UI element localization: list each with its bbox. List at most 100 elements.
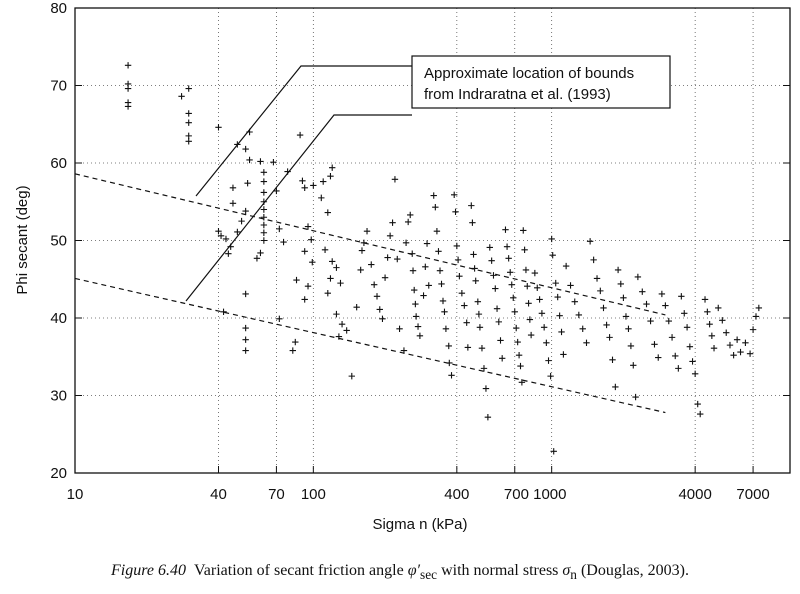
data-point: [438, 280, 445, 288]
data-point: [394, 255, 401, 263]
data-point: [260, 206, 268, 213]
data-point: [575, 311, 583, 319]
data-point: [543, 339, 550, 346]
data-point: [407, 211, 414, 219]
data-point: [337, 279, 344, 287]
data-point: [486, 244, 493, 251]
data-point: [229, 200, 237, 207]
bound-lines: [74, 173, 666, 414]
data-point: [276, 225, 283, 233]
data-point: [522, 266, 530, 274]
data-point: [536, 296, 543, 303]
data-point: [435, 248, 442, 255]
data-point: [597, 287, 604, 295]
data-point: [630, 362, 637, 369]
data-point: [723, 329, 730, 336]
data-point: [665, 317, 672, 325]
data-point: [461, 302, 468, 309]
data-point: [468, 202, 475, 209]
data-point: [632, 393, 639, 401]
data-point: [639, 288, 646, 295]
data-point: [452, 208, 459, 216]
data-point: [694, 400, 701, 408]
data-point: [301, 296, 308, 303]
data-point: [396, 325, 403, 333]
data-point: [436, 267, 444, 274]
y-tick-label: 50: [50, 233, 67, 250]
data-point: [178, 93, 185, 100]
data-point: [579, 325, 586, 333]
data-point: [124, 62, 132, 69]
data-point: [381, 274, 389, 281]
data-point: [647, 317, 654, 325]
data-point: [593, 275, 601, 282]
data-point: [558, 328, 565, 336]
data-point: [324, 209, 331, 216]
data-point: [280, 238, 287, 246]
annotation-box: [411, 55, 671, 109]
data-point: [319, 178, 327, 185]
y-tick-label: 80: [50, 0, 67, 17]
data-point: [309, 259, 316, 266]
data-point: [409, 250, 416, 257]
data-point: [448, 372, 455, 379]
data-point: [423, 240, 431, 247]
data-point: [185, 138, 192, 145]
data-point: [507, 269, 514, 276]
data-point: [488, 257, 495, 264]
data-point: [370, 281, 378, 288]
data-point: [548, 235, 555, 243]
data-point: [586, 238, 594, 245]
caption-sigma-subscript: n: [570, 567, 577, 583]
data-point: [368, 261, 375, 268]
data-point: [464, 344, 472, 351]
data-point: [495, 318, 502, 326]
data-point: [733, 336, 741, 343]
data-point: [441, 308, 448, 315]
data-point: [324, 290, 331, 297]
data-point: [433, 228, 441, 235]
annotation-leader-lower: [185, 114, 412, 302]
data-point: [253, 255, 261, 262]
data-point: [220, 308, 227, 315]
data-point: [525, 300, 532, 307]
data-point: [492, 285, 499, 292]
data-point: [603, 321, 610, 329]
data-point: [521, 246, 528, 253]
data-point: [260, 237, 268, 244]
caption-sigma-symbol: σ: [562, 562, 571, 579]
x-tick-label: 700 1000: [504, 486, 567, 503]
data-point: [276, 315, 283, 322]
data-point: [446, 359, 453, 367]
data-point: [469, 219, 476, 226]
data-point: [260, 189, 268, 196]
data-point: [425, 282, 432, 289]
y-tick-label: 40: [50, 310, 67, 327]
data-point: [704, 308, 711, 315]
data-point: [416, 332, 424, 340]
caption-text-after: (Douglas, 2003).: [576, 562, 689, 579]
data-point: [260, 169, 268, 176]
y-tick-label: 30: [50, 388, 67, 405]
data-point: [527, 331, 535, 339]
data-point: [327, 275, 334, 282]
data-point: [655, 354, 662, 361]
data-point: [746, 350, 754, 357]
data-point: [238, 217, 245, 225]
bound-line-lower: [74, 277, 666, 414]
data-point: [675, 365, 682, 372]
data-point: [217, 232, 225, 240]
data-point: [511, 308, 518, 315]
data-point: [701, 296, 709, 303]
data-point: [482, 385, 490, 392]
data-point: [409, 267, 417, 274]
data-point: [710, 345, 718, 352]
data-point: [257, 249, 264, 257]
data-point: [215, 124, 222, 131]
data-point: [475, 310, 483, 318]
data-point: [658, 290, 666, 298]
data-point: [510, 294, 517, 302]
x-tick-label: 40: [210, 486, 227, 503]
data-point: [538, 310, 546, 317]
data-point: [353, 303, 360, 311]
